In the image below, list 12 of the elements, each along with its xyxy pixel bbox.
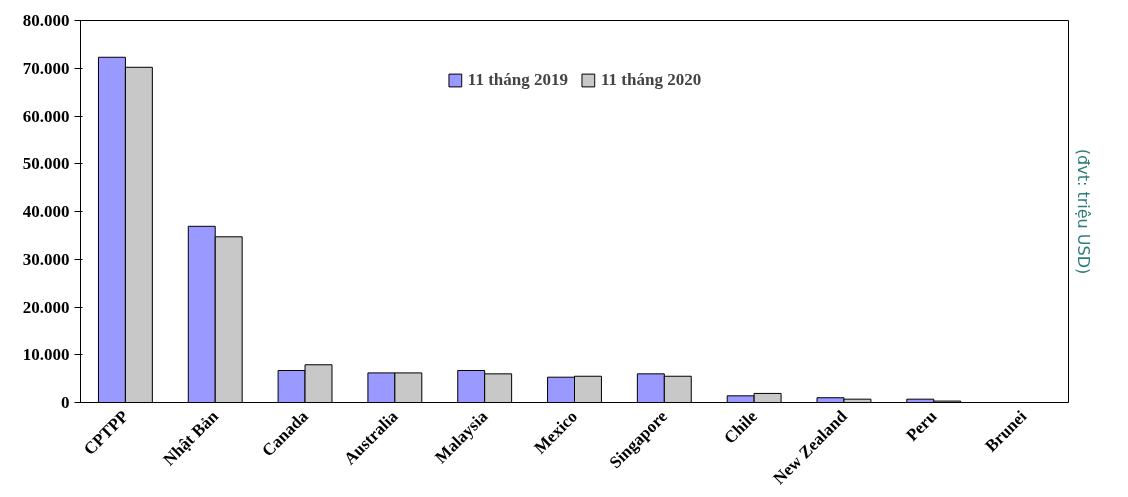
y-tick-label: 10.000 — [22, 345, 70, 365]
y-tick-label: 20.000 — [22, 297, 70, 317]
y-tick-label: 80.000 — [22, 11, 70, 30]
y-tick-label: 30.000 — [22, 249, 70, 269]
y-tick-label: 50.000 — [22, 154, 70, 174]
y-tick-label: 40.000 — [22, 202, 70, 221]
y-tick-label: 60.000 — [22, 106, 70, 126]
y-tick-label: 70.000 — [22, 58, 70, 78]
legend-label: 11 tháng 2020 — [601, 70, 702, 90]
text: (đvt: triệu USD) — [1073, 148, 1093, 275]
y-tick-label: 0 — [61, 393, 70, 412]
legend-label: 11 tháng 2019 — [467, 70, 568, 90]
